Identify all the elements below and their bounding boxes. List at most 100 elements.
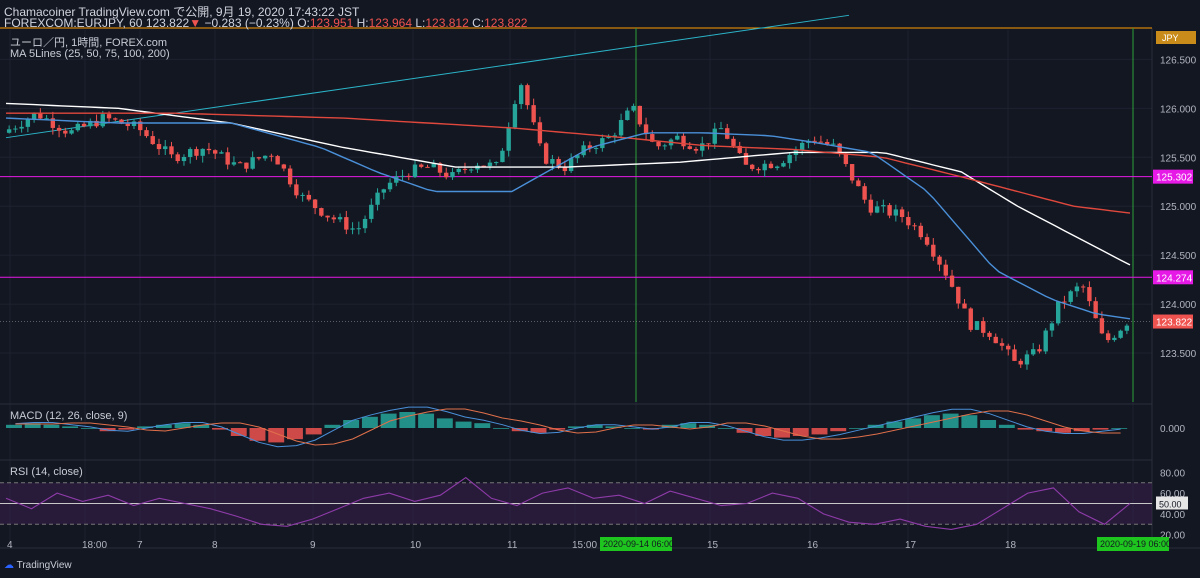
candle-body (868, 199, 874, 213)
candle-body (518, 85, 524, 105)
candle-body (150, 136, 155, 145)
candle-body (824, 141, 830, 145)
candle-body (862, 186, 867, 200)
macd-histogram-bar (493, 428, 509, 429)
rsi-tick-label: 40.00 (1160, 510, 1185, 521)
macd-histogram-bar (474, 423, 491, 428)
macd-histogram-bar (343, 420, 360, 428)
candle-body (775, 166, 780, 169)
macd-legend[interactable]: MACD (12, 26, close, 9) (10, 410, 128, 422)
candle-body (931, 244, 936, 257)
candle-body (437, 163, 443, 173)
candle-body (13, 128, 18, 130)
candle-body (675, 135, 680, 140)
rsi-legend[interactable]: RSI (14, close) (10, 466, 83, 478)
candle-body (1068, 291, 1073, 302)
candle-body (525, 85, 530, 106)
ma-legend[interactable]: MA 5Lines (25, 50, 75, 100, 200) (10, 48, 170, 60)
macd-pane (6, 406, 1128, 448)
ma-short-line (5, 117, 1131, 320)
candle-body (381, 189, 386, 193)
candle-body (219, 152, 224, 154)
macd-histogram-bar (1111, 428, 1128, 429)
candle-body (356, 228, 361, 230)
trendline (5, 14, 850, 139)
candle-body (843, 153, 849, 165)
candle-body (1118, 330, 1123, 338)
candle-body (687, 146, 692, 149)
candle-body (1074, 286, 1080, 292)
candle-body (337, 217, 343, 220)
brand-text: TradingView (16, 560, 72, 571)
candle-body (1043, 330, 1048, 352)
time-tick-label: 17 (905, 540, 917, 551)
candle-body (94, 120, 99, 127)
rsi-tick-label: 20.00 (1160, 531, 1185, 542)
macd-histogram-bar (923, 415, 940, 428)
candle-body (943, 264, 948, 276)
candle-body (213, 150, 218, 154)
macd-histogram-bar (212, 428, 228, 430)
macd-histogram-bar (886, 421, 903, 428)
candle-body (993, 336, 998, 344)
candle-body (169, 146, 174, 155)
candle-body (756, 168, 761, 171)
candle-body (425, 166, 430, 168)
macd-histogram-bar (961, 415, 978, 428)
candle-body (244, 162, 249, 169)
macd-histogram-bar (80, 428, 97, 429)
rsi-current-badge-bg (1156, 496, 1188, 510)
macd-histogram-bar (436, 418, 453, 428)
chart-subtitle: ユーロ／円, 1時間, FOREX.com (10, 37, 168, 49)
candle-body (818, 141, 824, 143)
macd-histogram-bar (137, 426, 154, 428)
macd-histogram-bar (1036, 428, 1053, 432)
candle-body (1112, 337, 1117, 341)
high-label: H: (356, 16, 369, 30)
candle-body (737, 145, 742, 154)
candle-body (543, 143, 549, 164)
macd-histogram-bar (680, 423, 697, 428)
price-tick-label: 123.500 (1160, 349, 1197, 360)
candle-body (1099, 318, 1105, 334)
candle-body (987, 332, 992, 337)
close-value: 123.822 (484, 16, 528, 30)
macd-histogram-bar (905, 418, 922, 428)
last-price-badge-bg (1153, 314, 1193, 329)
macd-histogram-bar (1092, 428, 1109, 430)
candle-body (144, 130, 149, 137)
macd-histogram-bar (287, 428, 303, 440)
candle-body (344, 217, 349, 230)
price-tick-label: 126.000 (1160, 104, 1197, 115)
candle-body (412, 164, 418, 177)
candle-body (631, 105, 636, 111)
candle-body (63, 130, 68, 134)
symbol: FOREXCOM:EURJPY, 60 (4, 16, 143, 30)
macd-histogram-bar (717, 428, 734, 429)
candle-body (706, 143, 711, 145)
time-tick-label: 4 (7, 540, 13, 551)
macd-histogram-bar (361, 416, 378, 428)
candle-body (81, 123, 87, 127)
price-tick-label: 124.000 (1160, 300, 1197, 311)
candle-body (856, 180, 861, 187)
candle-body (88, 120, 93, 127)
candle-body (962, 303, 967, 309)
candle-body (981, 321, 986, 333)
price-tick-label: 126.500 (1160, 55, 1197, 66)
candle-body (681, 135, 686, 147)
candle-body (56, 127, 62, 131)
tradingview-logo[interactable]: ☁ TradingView (4, 560, 72, 571)
candle-body (262, 155, 268, 159)
macd-histogram-bar (1073, 428, 1090, 432)
candle-body (100, 114, 105, 127)
rsi-current-badge: 50.00 (1159, 500, 1182, 510)
candle-body (194, 149, 199, 156)
macd-histogram-bar (418, 413, 435, 428)
candle-body (893, 209, 899, 216)
macd-histogram-bar (455, 421, 472, 428)
macd-tick-label: 0.000 (1160, 424, 1185, 435)
candle-body (50, 118, 56, 128)
candle-body (131, 121, 137, 127)
price-axis: 126.500 126.000 125.500 125.000 124.500 124.0… (1153, 31, 1197, 542)
